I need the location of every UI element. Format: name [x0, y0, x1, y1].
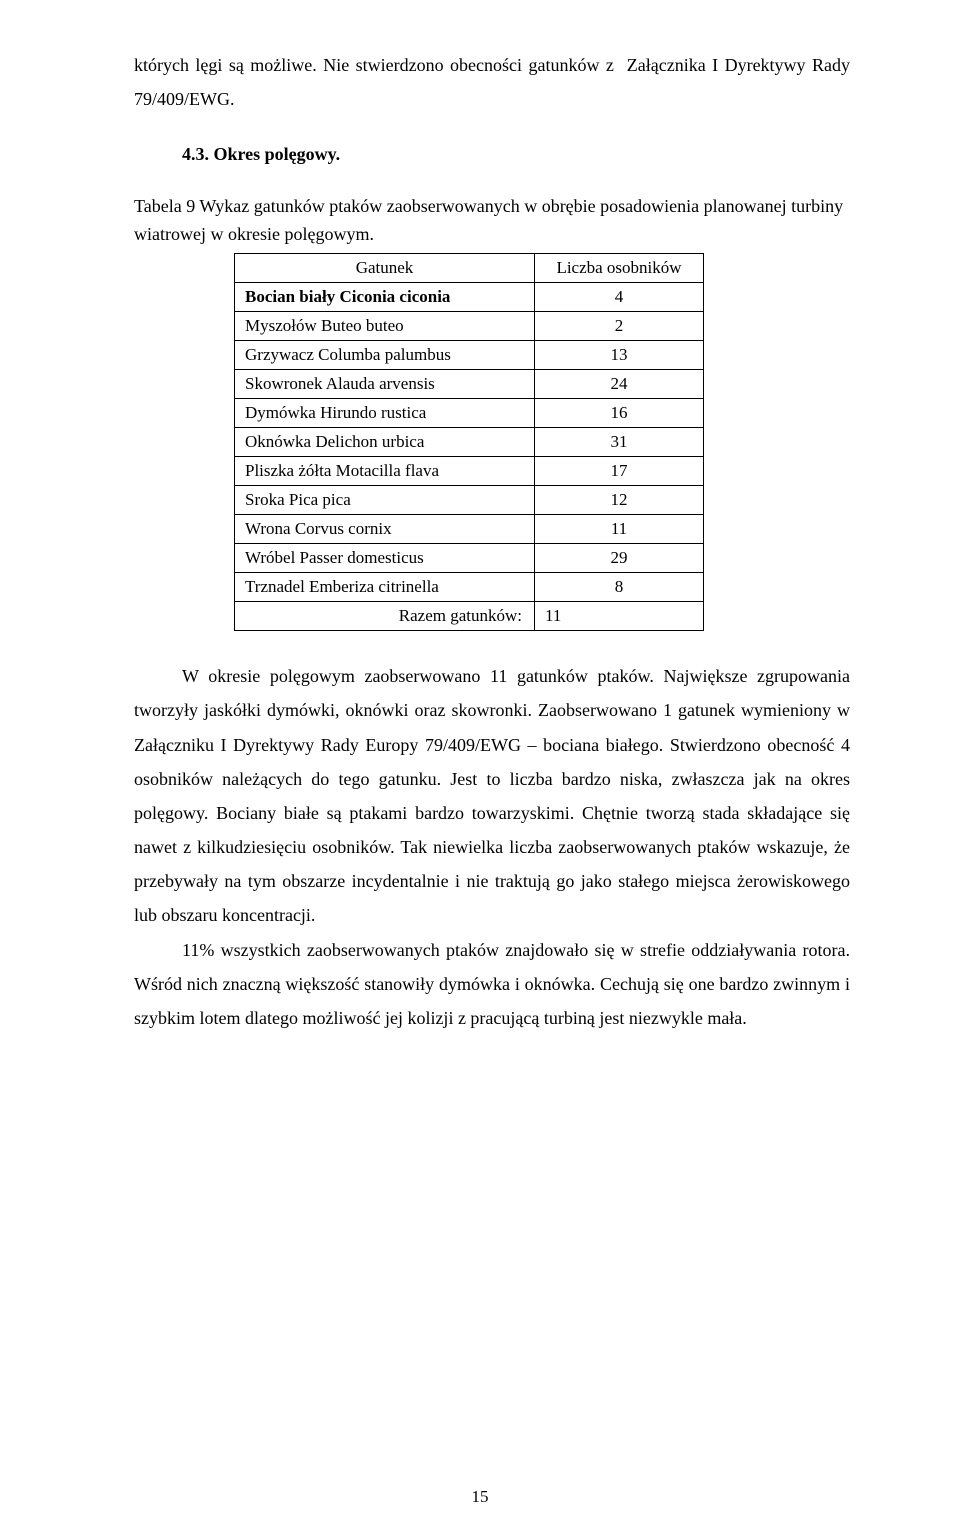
- species-name: Bocian biały Ciconia ciconia: [235, 283, 535, 312]
- body-text-block: W okresie polęgowym zaobserwowano 11 gat…: [134, 659, 850, 1035]
- species-count: 4: [535, 283, 704, 312]
- section-heading: 4.3. Okres polęgowy.: [134, 144, 850, 165]
- body-paragraph-1: W okresie polęgowym zaobserwowano 11 gat…: [134, 659, 850, 933]
- species-name: Trznadel Emberiza citrinella: [235, 573, 535, 602]
- summary-value: 11: [535, 602, 704, 631]
- species-name: Wrona Corvus cornix: [235, 515, 535, 544]
- summary-label: Razem gatunków:: [235, 602, 535, 631]
- species-count: 2: [535, 312, 704, 341]
- table-row: Grzywacz Columba palumbus13: [235, 341, 704, 370]
- table-row: Wróbel Passer domesticus29: [235, 544, 704, 573]
- table-row: Dymówka Hirundo rustica16: [235, 399, 704, 428]
- species-name: Sroka Pica pica: [235, 486, 535, 515]
- table-row: Myszołów Buteo buteo2: [235, 312, 704, 341]
- page-number: 15: [0, 1487, 960, 1507]
- page: których lęgi są możliwe. Nie stwierdzono…: [0, 0, 960, 1537]
- table-caption: Tabela 9 Wykaz gatunków ptaków zaobserwo…: [134, 193, 850, 249]
- table-row: Bocian biały Ciconia ciconia4: [235, 283, 704, 312]
- species-count: 17: [535, 457, 704, 486]
- species-count: 8: [535, 573, 704, 602]
- species-name: Skowronek Alauda arvensis: [235, 370, 535, 399]
- table-summary-row: Razem gatunków:11: [235, 602, 704, 631]
- species-count: 12: [535, 486, 704, 515]
- species-name: Grzywacz Columba palumbus: [235, 341, 535, 370]
- table-row: Pliszka żółta Motacilla flava17: [235, 457, 704, 486]
- body-paragraph-2: 11% wszystkich zaobserwowanych ptaków zn…: [134, 933, 850, 1036]
- species-table: Gatunek Liczba osobników Bocian biały Ci…: [234, 253, 704, 631]
- species-name: Wróbel Passer domesticus: [235, 544, 535, 573]
- intro-text: których lęgi są możliwe. Nie stwierdzono…: [134, 48, 850, 116]
- species-count: 13: [535, 341, 704, 370]
- species-count: 24: [535, 370, 704, 399]
- table-row: Trznadel Emberiza citrinella8: [235, 573, 704, 602]
- header-count: Liczba osobników: [535, 254, 704, 283]
- table-row: Sroka Pica pica12: [235, 486, 704, 515]
- table-header-row: Gatunek Liczba osobników: [235, 254, 704, 283]
- species-count: 11: [535, 515, 704, 544]
- species-name: Dymówka Hirundo rustica: [235, 399, 535, 428]
- species-count: 29: [535, 544, 704, 573]
- table-row: Wrona Corvus cornix11: [235, 515, 704, 544]
- species-count: 16: [535, 399, 704, 428]
- species-name: Myszołów Buteo buteo: [235, 312, 535, 341]
- table-row: Skowronek Alauda arvensis24: [235, 370, 704, 399]
- species-count: 31: [535, 428, 704, 457]
- table-row: Oknówka Delichon urbica31: [235, 428, 704, 457]
- species-name: Oknówka Delichon urbica: [235, 428, 535, 457]
- species-name: Pliszka żółta Motacilla flava: [235, 457, 535, 486]
- header-species: Gatunek: [235, 254, 535, 283]
